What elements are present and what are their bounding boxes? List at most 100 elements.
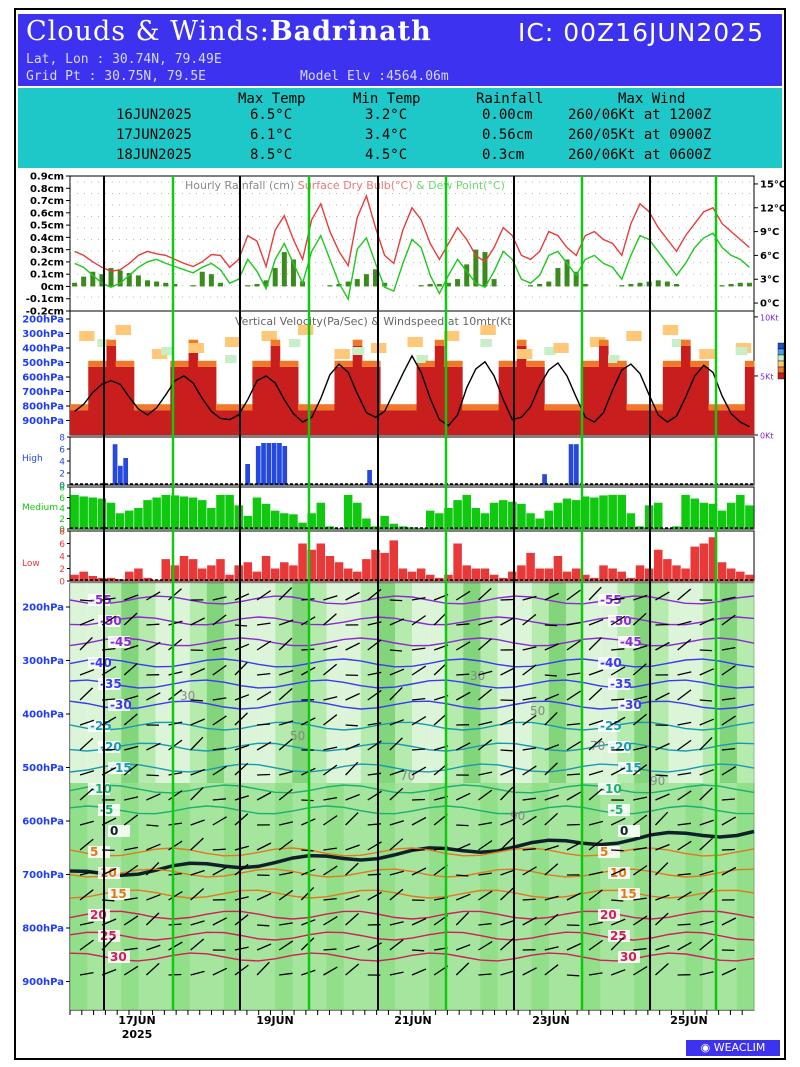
wind-barb	[168, 973, 182, 976]
wind-barb	[611, 899, 624, 902]
wind-barb	[279, 821, 294, 826]
wind-barb	[79, 921, 94, 926]
vv-cell	[288, 366, 299, 435]
vv-cell	[106, 345, 117, 435]
vv-tick-label: 300hPa	[22, 329, 64, 340]
wind-barb	[212, 798, 227, 801]
wind-barb	[721, 866, 737, 876]
wind-barb	[721, 697, 736, 701]
cloud-bar	[508, 571, 517, 581]
wind-barb	[721, 967, 737, 976]
wind-barb	[146, 692, 161, 701]
wind-barb	[145, 962, 160, 976]
rh-shade	[685, 783, 704, 1010]
wind-barb	[345, 761, 359, 776]
wind-barb	[699, 888, 714, 901]
wind-barb	[632, 966, 648, 976]
vv-cell	[507, 366, 518, 435]
wind-barb	[478, 670, 493, 676]
temp-contour-label: 5	[90, 845, 98, 859]
wind-barb	[389, 870, 404, 876]
summary-row-date: 18JUN2025	[116, 147, 192, 163]
cloud-bar	[590, 577, 599, 581]
vv-cell	[489, 410, 500, 435]
wind-barb	[478, 771, 493, 776]
vv-legend-swatch	[777, 372, 785, 380]
rh-shade	[155, 583, 174, 783]
cloud-bar	[179, 556, 189, 581]
cloud-bar	[517, 565, 526, 581]
wind-barb	[455, 590, 471, 601]
temp-contour-label: 25	[100, 929, 117, 943]
wind-barb	[411, 697, 426, 701]
wind-barb	[389, 971, 404, 976]
wind-barb	[610, 666, 626, 676]
wind-barb	[433, 612, 448, 626]
header-bar: Clouds & Winds:Badrinath IC: 00Z16JUN202…	[18, 14, 782, 86]
contour-label-bg	[108, 825, 130, 837]
wind-barb	[522, 848, 536, 851]
wind-barb	[478, 620, 493, 626]
wind-barb	[632, 764, 647, 776]
rain-bar	[327, 285, 333, 287]
wind-barb	[588, 788, 603, 801]
wind-barb	[190, 938, 205, 951]
contour-label-bg	[618, 699, 640, 711]
wind-barb	[478, 973, 492, 976]
wind-barb	[256, 590, 272, 601]
cloud-bar	[261, 503, 271, 529]
wind-barb	[79, 871, 94, 876]
vv-cell	[389, 404, 399, 411]
cloud-bar	[717, 562, 727, 581]
vv-cell	[88, 360, 98, 367]
temp-contour	[69, 658, 755, 668]
cloud-bar	[544, 568, 554, 581]
vv-cell	[124, 366, 135, 435]
wind-barb	[478, 840, 493, 851]
wind-barb	[345, 591, 360, 601]
wind-barb	[256, 672, 271, 676]
wind-barb	[566, 974, 580, 977]
contour-label-bg	[618, 762, 640, 774]
cloud-bar	[152, 497, 161, 529]
vv-cell	[526, 366, 536, 435]
cloud-bar	[271, 443, 277, 485]
wind-barb	[544, 812, 559, 826]
cloud-bar	[435, 577, 444, 581]
cloud-bar	[280, 513, 289, 529]
vv-cell	[453, 366, 463, 435]
wind-barb	[566, 672, 581, 676]
vv-cell	[307, 404, 317, 411]
wind-barb	[168, 771, 183, 776]
vv-cell	[671, 339, 684, 347]
temp-tick-label: 12°C	[760, 203, 786, 214]
wind-barb	[721, 917, 737, 926]
wind-barb	[411, 665, 427, 676]
vv-cell	[535, 360, 545, 367]
vv-cell	[535, 366, 545, 435]
wind-barb	[699, 787, 713, 801]
wind-barb	[477, 688, 493, 701]
wind-barb	[212, 765, 227, 776]
vv-cell	[234, 410, 244, 435]
rh-shade	[138, 783, 156, 1010]
wind-barb	[411, 748, 426, 751]
wind-barb	[345, 844, 360, 851]
wind-barb	[279, 871, 293, 876]
wind-barb	[455, 962, 470, 976]
temp-contour-label: 0	[110, 824, 118, 838]
vv-cell	[416, 355, 429, 363]
cloud-bar	[261, 556, 271, 581]
vv-cell	[717, 410, 728, 435]
wind-barb	[234, 795, 249, 801]
vv-cell	[662, 360, 673, 367]
temp-contour-label: 10	[610, 866, 627, 880]
vv-cell	[735, 404, 746, 411]
vv-tick-label: 500hPa	[22, 358, 64, 369]
wind-barb	[234, 762, 249, 776]
temp-contour	[69, 931, 755, 941]
cloud-bar	[188, 559, 198, 581]
rain-tick-label: 0.9cm	[30, 172, 64, 183]
cloud-bar	[553, 502, 563, 529]
wind-barb	[367, 790, 382, 801]
